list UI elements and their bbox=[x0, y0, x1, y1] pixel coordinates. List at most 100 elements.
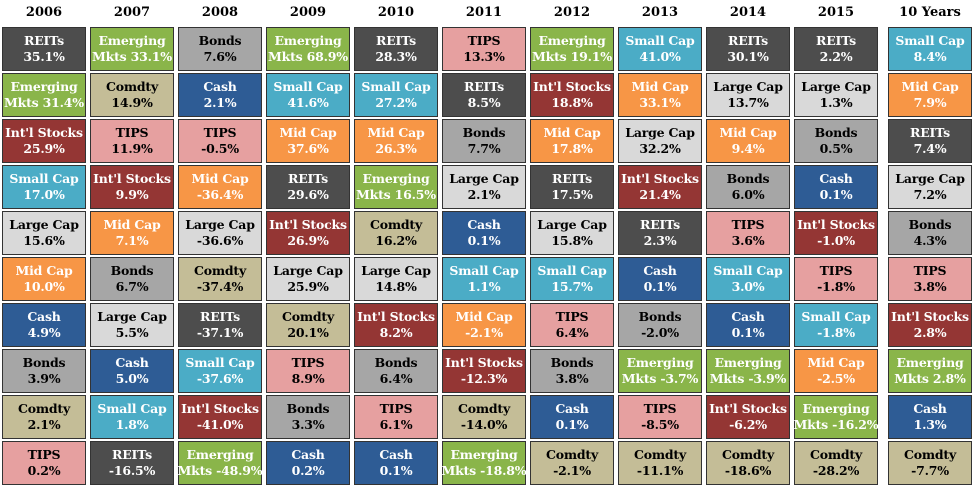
cell-return-label: Mkts 2.8% bbox=[894, 371, 966, 386]
cell-asset-label: TIPS bbox=[467, 33, 501, 48]
cell-asset-label: Cash bbox=[819, 171, 853, 186]
cell-midcap: Mid Cap 10.0% bbox=[2, 257, 86, 301]
cell-midcap: Mid Cap -2.5% bbox=[794, 349, 878, 393]
cell-smallcap: Small Cap 8.4% bbox=[888, 27, 972, 71]
cell-asset-label: Int'l Stocks bbox=[621, 171, 699, 186]
cell-cash: Cash 1.3% bbox=[888, 395, 972, 439]
cell-tips: TIPS 0.2% bbox=[2, 441, 86, 485]
cell-asset-label: Large Cap bbox=[9, 217, 79, 232]
cell-asset-label: Comdty bbox=[17, 401, 71, 416]
cell-return-label: 8.4% bbox=[913, 49, 947, 64]
cell-largecap: Large Cap -36.6% bbox=[178, 211, 262, 255]
cell-return-label: 6.0% bbox=[731, 187, 765, 202]
cell-return-label: 7.6% bbox=[203, 49, 237, 64]
cell-return-label: 21.4% bbox=[639, 187, 681, 202]
cell-return-label: Mkts -16.2% bbox=[793, 417, 879, 432]
cell-return-label: 25.9% bbox=[287, 279, 329, 294]
cell-intl: Int'l Stocks 9.9% bbox=[90, 165, 174, 209]
cell-return-label: Mkts 68.9% bbox=[268, 49, 348, 64]
cell-return-label: Mkts 31.4% bbox=[4, 95, 84, 110]
cell-return-label: -0.5% bbox=[201, 141, 239, 156]
cell-largecap: Large Cap 5.5% bbox=[90, 303, 174, 347]
cell-return-label: -28.2% bbox=[812, 463, 860, 478]
cell-asset-label: Bonds bbox=[198, 33, 242, 48]
cell-comdty: Comdty -18.6% bbox=[706, 441, 790, 485]
cell-asset-label: Small Cap bbox=[361, 79, 431, 94]
cell-bonds: Bonds 3.3% bbox=[266, 395, 350, 439]
cell-return-label: 2.8% bbox=[913, 325, 947, 340]
cell-intl: Int'l Stocks 21.4% bbox=[618, 165, 702, 209]
cell-asset-label: Mid Cap bbox=[103, 217, 161, 232]
cell-return-label: 3.6% bbox=[731, 233, 765, 248]
cell-asset-label: Int'l Stocks bbox=[533, 79, 611, 94]
cell-asset-label: Mid Cap bbox=[901, 79, 959, 94]
cell-asset-label: Comdty bbox=[809, 447, 863, 462]
cell-return-label: 8.9% bbox=[291, 371, 325, 386]
cell-asset-label: Large Cap bbox=[449, 171, 519, 186]
cell-asset-label: Bonds bbox=[110, 263, 154, 278]
cell-return-label: 8.2% bbox=[379, 325, 413, 340]
column-header: 2014 bbox=[729, 5, 767, 20]
cell-asset-label: REITs bbox=[728, 33, 768, 48]
cell-asset-label: Comdty bbox=[193, 263, 247, 278]
cell-asset-label: REITs bbox=[910, 125, 950, 140]
cell-emerging: Emerging Mkts 2.8% bbox=[888, 349, 972, 393]
cell-asset-label: Bonds bbox=[462, 125, 506, 140]
cell-intl: Int'l Stocks -1.0% bbox=[794, 211, 878, 255]
cell-bonds: Bonds 3.9% bbox=[2, 349, 86, 393]
cell-return-label: 15.7% bbox=[551, 279, 593, 294]
cell-asset-label: Small Cap bbox=[713, 263, 783, 278]
cell-return-label: 7.1% bbox=[115, 233, 149, 248]
cell-tips: TIPS 3.8% bbox=[888, 257, 972, 301]
cell-return-label: 2.1% bbox=[467, 187, 501, 202]
cell-return-label: 0.5% bbox=[819, 141, 853, 156]
cell-cash: Cash 0.1% bbox=[442, 211, 526, 255]
cell-asset-label: Emerging bbox=[802, 401, 870, 416]
cell-reits: REITs -37.1% bbox=[178, 303, 262, 347]
cell-return-label: 3.8% bbox=[555, 371, 589, 386]
cell-reits: REITs 28.3% bbox=[354, 27, 438, 71]
cell-emerging: Emerging Mkts 33.1% bbox=[90, 27, 174, 71]
cell-asset-label: Int'l Stocks bbox=[93, 171, 171, 186]
cell-asset-label: Int'l Stocks bbox=[709, 401, 787, 416]
cell-asset-label: Comdty bbox=[903, 447, 957, 462]
cell-asset-label: Mid Cap bbox=[807, 355, 865, 370]
cell-cash: Cash 5.0% bbox=[90, 349, 174, 393]
cell-tips: TIPS -8.5% bbox=[618, 395, 702, 439]
cell-intl: Int'l Stocks 26.9% bbox=[266, 211, 350, 255]
cell-asset-label: Emerging bbox=[714, 355, 782, 370]
cell-asset-label: Bonds bbox=[550, 355, 594, 370]
cell-asset-label: Cash bbox=[555, 401, 589, 416]
cell-return-label: 0.1% bbox=[555, 417, 589, 432]
cell-return-label: 15.8% bbox=[551, 233, 593, 248]
cell-return-label: -1.8% bbox=[817, 279, 855, 294]
cell-return-label: -2.0% bbox=[641, 325, 679, 340]
cell-return-label: 30.1% bbox=[727, 49, 769, 64]
cell-return-label: -37.6% bbox=[196, 371, 244, 386]
cell-return-label: -2.1% bbox=[465, 325, 503, 340]
cell-asset-label: Cash bbox=[913, 401, 947, 416]
cell-return-label: 7.2% bbox=[913, 187, 947, 202]
cell-return-label: 16.2% bbox=[375, 233, 417, 248]
cell-asset-label: Small Cap bbox=[625, 33, 695, 48]
cell-asset-label: Comdty bbox=[369, 217, 423, 232]
cell-return-label: 9.9% bbox=[115, 187, 149, 202]
cell-cash: Cash 0.1% bbox=[706, 303, 790, 347]
cell-return-label: 8.5% bbox=[467, 95, 501, 110]
cell-asset-label: Emerging bbox=[10, 79, 78, 94]
cell-return-label: -37.4% bbox=[196, 279, 244, 294]
cell-cash: Cash 0.1% bbox=[530, 395, 614, 439]
cell-asset-label: Emerging bbox=[362, 171, 430, 186]
cell-cash: Cash 0.2% bbox=[266, 441, 350, 485]
cell-asset-label: Emerging bbox=[186, 447, 254, 462]
cell-asset-label: Bonds bbox=[638, 309, 682, 324]
cell-return-label: Mkts 33.1% bbox=[92, 49, 172, 64]
cell-asset-label: Comdty bbox=[281, 309, 335, 324]
cell-largecap: Large Cap 32.2% bbox=[618, 119, 702, 163]
cell-largecap: Large Cap 7.2% bbox=[888, 165, 972, 209]
cell-return-label: 1.8% bbox=[115, 417, 149, 432]
column-header: 2008 bbox=[201, 5, 239, 20]
cell-midcap: Mid Cap -2.1% bbox=[442, 303, 526, 347]
cell-reits: REITs 7.4% bbox=[888, 119, 972, 163]
cell-asset-label: Mid Cap bbox=[719, 125, 777, 140]
